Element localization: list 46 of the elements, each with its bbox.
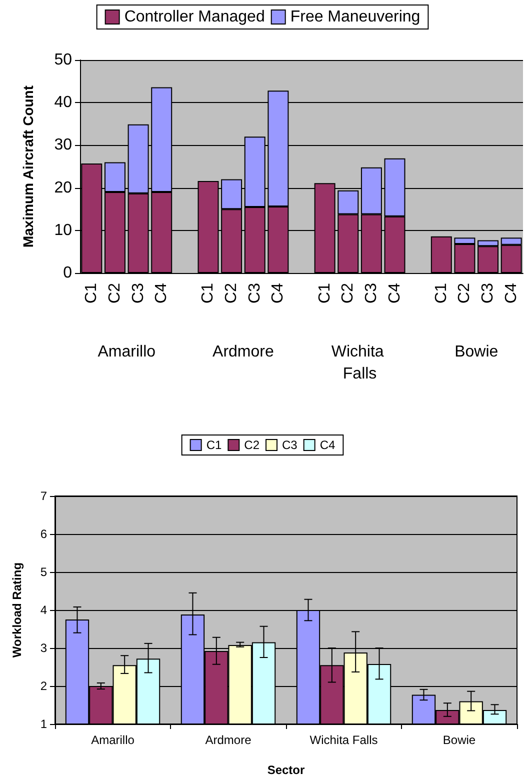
x-tick-label: C3: [480, 282, 497, 304]
legend-label: C3: [282, 438, 298, 452]
x-tick-label: C2: [106, 282, 124, 304]
x-tick-label: C1: [200, 282, 217, 304]
y-tick-label: 6: [40, 527, 48, 541]
x-tick-label: C1: [432, 282, 450, 304]
y-tick-label: 5: [40, 565, 48, 579]
y-tick-label: 30: [54, 136, 72, 154]
text: Wichita Falls: [331, 344, 388, 382]
y-tick-label: 50: [54, 52, 72, 68]
x-tick-label: Amarillo: [91, 733, 135, 747]
x-tick-label: C3: [246, 282, 264, 304]
x-tick-label: C4: [386, 282, 404, 304]
y-tick-label: 3: [40, 641, 48, 655]
x-tick-label: C2: [456, 282, 474, 304]
x-tick-label: C1: [316, 282, 334, 304]
y-tick-label: 40: [54, 94, 72, 112]
x-tick-label: C2: [340, 282, 357, 304]
y-tick-label: 1: [40, 717, 48, 731]
legend-label: C2: [244, 438, 260, 452]
y-tick-label: 0: [63, 264, 72, 282]
x-tick-label: C4: [270, 282, 287, 304]
text: Ardmore: [212, 344, 274, 360]
x-tick-label: Ardmore: [205, 733, 252, 747]
legend-label: C1: [206, 438, 222, 452]
x-tick-label: C3: [362, 282, 380, 304]
x-tick-label: Bowie: [442, 733, 476, 747]
x-tick-label: C4: [502, 282, 520, 304]
x-tick-label: Wichita Falls: [310, 733, 378, 747]
y-tick-label: 2: [40, 679, 48, 693]
y-tick-label: 4: [40, 603, 48, 617]
legend-label: Controller Managed: [124, 8, 265, 26]
legend-label: Free Maneuvering: [290, 8, 420, 26]
y-tick-label: 10: [54, 222, 72, 239]
x-tick-label: C2: [223, 282, 240, 304]
x-tick-label: C4: [153, 282, 170, 304]
x-tick-label: C1: [83, 282, 100, 304]
text: Bowie: [454, 344, 498, 360]
y-tick-label: 7: [40, 489, 48, 503]
x-axis-title: Sector: [267, 763, 305, 777]
legend-label: C4: [320, 438, 336, 452]
x-tick-label: C3: [130, 282, 147, 304]
y-tick-label: 20: [54, 179, 72, 196]
text: Amarillo: [98, 344, 156, 360]
y-axis-title: Maximum Aircraft Count: [20, 85, 36, 248]
y-axis-title: Workload Rating: [10, 562, 24, 658]
